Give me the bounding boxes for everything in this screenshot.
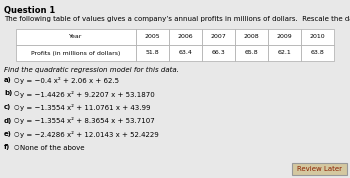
Bar	[16, 29, 136, 45]
Text: ○: ○	[14, 117, 20, 122]
Text: 62.1: 62.1	[278, 51, 291, 56]
Text: y = −0.4 x² + 2.06 x + 62.5: y = −0.4 x² + 2.06 x + 62.5	[20, 77, 119, 84]
Text: 2007: 2007	[211, 35, 226, 40]
Text: 2006: 2006	[178, 35, 193, 40]
Text: y = −1.3554 x² + 11.0761 x + 43.99: y = −1.3554 x² + 11.0761 x + 43.99	[20, 104, 150, 111]
Text: 63.8: 63.8	[311, 51, 324, 56]
Text: y = −1.3554 x² + 8.3654 x + 53.7107: y = −1.3554 x² + 8.3654 x + 53.7107	[20, 117, 155, 124]
Bar	[16, 45, 136, 61]
Bar	[169, 45, 202, 61]
Text: 2005: 2005	[145, 35, 160, 40]
Text: 2009: 2009	[276, 35, 292, 40]
Text: ○: ○	[14, 145, 20, 150]
Text: 65.8: 65.8	[245, 51, 258, 56]
Text: The following table of values gives a company’s annual profits in millions of do: The following table of values gives a co…	[4, 16, 350, 22]
Text: ○: ○	[14, 77, 20, 82]
Text: c): c)	[4, 104, 11, 110]
Text: Find the quadratic regression model for this data.: Find the quadratic regression model for …	[4, 67, 179, 73]
Bar	[235, 45, 268, 61]
Text: 51.8: 51.8	[146, 51, 159, 56]
Text: 2010: 2010	[310, 35, 325, 40]
Bar	[136, 45, 169, 61]
Text: f): f)	[4, 145, 10, 151]
Bar	[202, 45, 235, 61]
Text: y = −1.4426 x² + 9.2207 x + 53.1870: y = −1.4426 x² + 9.2207 x + 53.1870	[20, 90, 155, 98]
Text: None of the above: None of the above	[20, 145, 84, 151]
Text: Profits (in millions of dollars): Profits (in millions of dollars)	[31, 51, 121, 56]
Bar	[301, 45, 334, 61]
Bar	[136, 29, 169, 45]
Text: 2008: 2008	[244, 35, 259, 40]
Text: 63.4: 63.4	[178, 51, 192, 56]
Bar	[268, 45, 301, 61]
Text: e): e)	[4, 131, 12, 137]
Text: ○: ○	[14, 90, 20, 96]
Text: d): d)	[4, 117, 12, 124]
Text: ○: ○	[14, 131, 20, 136]
Text: b): b)	[4, 90, 12, 96]
Text: 66.3: 66.3	[212, 51, 225, 56]
Text: y = −2.4286 x² + 12.0143 x + 52.4229: y = −2.4286 x² + 12.0143 x + 52.4229	[20, 131, 159, 138]
Bar	[235, 29, 268, 45]
Text: Review Later: Review Later	[297, 166, 342, 172]
Bar	[169, 29, 202, 45]
Bar	[292, 163, 347, 175]
Text: Year: Year	[69, 35, 83, 40]
Text: ○: ○	[14, 104, 20, 109]
Text: Question 1: Question 1	[4, 6, 55, 15]
Bar	[301, 29, 334, 45]
Bar	[202, 29, 235, 45]
Bar	[268, 29, 301, 45]
Text: a): a)	[4, 77, 12, 83]
